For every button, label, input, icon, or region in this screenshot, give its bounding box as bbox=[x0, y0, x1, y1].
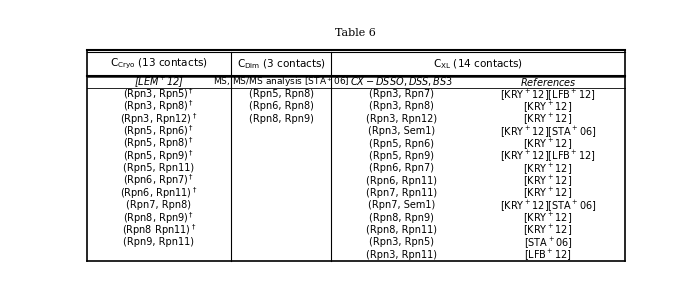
Text: [KRY$^+$12][LFB$^+$12]: [KRY$^+$12][LFB$^+$12] bbox=[500, 87, 596, 101]
Text: [KRY$^+$12]: [KRY$^+$12] bbox=[523, 161, 573, 176]
Text: $References$: $References$ bbox=[520, 76, 576, 88]
Text: (Rpn8, Rpn11): (Rpn8, Rpn11) bbox=[366, 225, 437, 235]
Text: (Rpn6, Rpn8): (Rpn6, Rpn8) bbox=[248, 101, 314, 111]
Text: (Rpn6, Rpn7): (Rpn6, Rpn7) bbox=[369, 163, 434, 173]
Text: $\mathrm{C_{Cryo}}$ (13 contacts): $\mathrm{C_{Cryo}}$ (13 contacts) bbox=[110, 57, 208, 71]
Text: (Rpn5, Rpn8)$^\dagger$: (Rpn5, Rpn8)$^\dagger$ bbox=[124, 136, 194, 151]
Text: (Rpn6, Rpn11): (Rpn6, Rpn11) bbox=[366, 175, 437, 186]
Text: (Rpn3, Rpn11): (Rpn3, Rpn11) bbox=[366, 250, 437, 260]
Text: (Rpn5, Rpn6)$^\dagger$: (Rpn5, Rpn6)$^\dagger$ bbox=[124, 123, 194, 139]
Text: (Rpn8, Rpn9): (Rpn8, Rpn9) bbox=[248, 114, 314, 124]
Text: (Rpn3, Rpn7): (Rpn3, Rpn7) bbox=[369, 89, 434, 99]
Text: [KRY$^+$12][STA$^+$06]: [KRY$^+$12][STA$^+$06] bbox=[500, 124, 596, 138]
Text: (Rpn5, Rpn11): (Rpn5, Rpn11) bbox=[124, 163, 194, 173]
Text: [KRY$^+$12]: [KRY$^+$12] bbox=[523, 222, 573, 237]
Text: [STA$^+$06]: [STA$^+$06] bbox=[523, 235, 573, 250]
Text: [KRY$^+$12]: [KRY$^+$12] bbox=[523, 173, 573, 188]
Text: [KRY$^+$12]: [KRY$^+$12] bbox=[523, 210, 573, 225]
Text: (Rpn7, Rpn11): (Rpn7, Rpn11) bbox=[366, 188, 437, 198]
Text: (Rpn3, Rpn5)$^\dagger$: (Rpn3, Rpn5)$^\dagger$ bbox=[124, 86, 194, 102]
Text: (Rpn9, Rpn11): (Rpn9, Rpn11) bbox=[124, 237, 194, 247]
Text: (Rpn8 Rpn11)$^\dagger$: (Rpn8 Rpn11)$^\dagger$ bbox=[121, 222, 196, 238]
Text: [KRY$^+$12][STA$^+$06]: [KRY$^+$12][STA$^+$06] bbox=[500, 198, 596, 213]
Text: [KRY$^+$12]: [KRY$^+$12] bbox=[523, 136, 573, 151]
Text: [KRY$^+$12]: [KRY$^+$12] bbox=[523, 111, 573, 126]
Text: [KRY$^+$12]: [KRY$^+$12] bbox=[523, 99, 573, 114]
Text: (Rpn6, Rpn7)$^\dagger$: (Rpn6, Rpn7)$^\dagger$ bbox=[124, 173, 194, 188]
Text: (Rpn3, Rpn5): (Rpn3, Rpn5) bbox=[369, 237, 434, 247]
Text: MS, MS/MS analysis [STA$^+$06]: MS, MS/MS analysis [STA$^+$06] bbox=[213, 75, 349, 88]
Text: [LEM$^+$12]: [LEM$^+$12] bbox=[134, 74, 184, 89]
Text: (Rpn6, Rpn11)$^\dagger$: (Rpn6, Rpn11)$^\dagger$ bbox=[120, 185, 198, 201]
Text: (Rpn7, Sem1): (Rpn7, Sem1) bbox=[368, 200, 435, 210]
Text: (Rpn5, Rpn8): (Rpn5, Rpn8) bbox=[248, 89, 314, 99]
Text: [LFB$^+$12]: [LFB$^+$12] bbox=[524, 247, 572, 262]
Text: Table 6: Table 6 bbox=[335, 28, 376, 39]
Text: (Rpn8, Rpn9): (Rpn8, Rpn9) bbox=[369, 213, 434, 223]
Text: (Rpn8, Rpn9)$^\dagger$: (Rpn8, Rpn9)$^\dagger$ bbox=[124, 210, 194, 225]
Text: (Rpn3, Sem1): (Rpn3, Sem1) bbox=[368, 126, 435, 136]
Text: $\mathrm{C_{XL}}$ (14 contacts): $\mathrm{C_{XL}}$ (14 contacts) bbox=[433, 57, 523, 71]
Text: (Rpn3, Rpn8): (Rpn3, Rpn8) bbox=[369, 101, 434, 111]
Text: [KRY$^+$12][LFB$^+$12]: [KRY$^+$12][LFB$^+$12] bbox=[500, 148, 596, 163]
Text: $CX - DSSO, DSS, BS3$: $CX - DSSO, DSS, BS3$ bbox=[350, 75, 453, 88]
Text: (Rpn3, Rpn12)$^\dagger$: (Rpn3, Rpn12)$^\dagger$ bbox=[120, 111, 198, 127]
Text: (Rpn3, Rpn12): (Rpn3, Rpn12) bbox=[366, 114, 437, 124]
Text: (Rpn3, Rpn8)$^\dagger$: (Rpn3, Rpn8)$^\dagger$ bbox=[124, 98, 194, 114]
Text: (Rpn7, Rpn8): (Rpn7, Rpn8) bbox=[126, 200, 192, 210]
Text: (Rpn5, Rpn6): (Rpn5, Rpn6) bbox=[369, 138, 434, 148]
Text: $\mathrm{C_{Dim}}$ (3 contacts): $\mathrm{C_{Dim}}$ (3 contacts) bbox=[237, 57, 325, 71]
Text: (Rpn5, Rpn9)$^\dagger$: (Rpn5, Rpn9)$^\dagger$ bbox=[124, 148, 194, 164]
Text: (Rpn5, Rpn9): (Rpn5, Rpn9) bbox=[369, 151, 434, 161]
Text: [KRY$^+$12]: [KRY$^+$12] bbox=[523, 185, 573, 200]
